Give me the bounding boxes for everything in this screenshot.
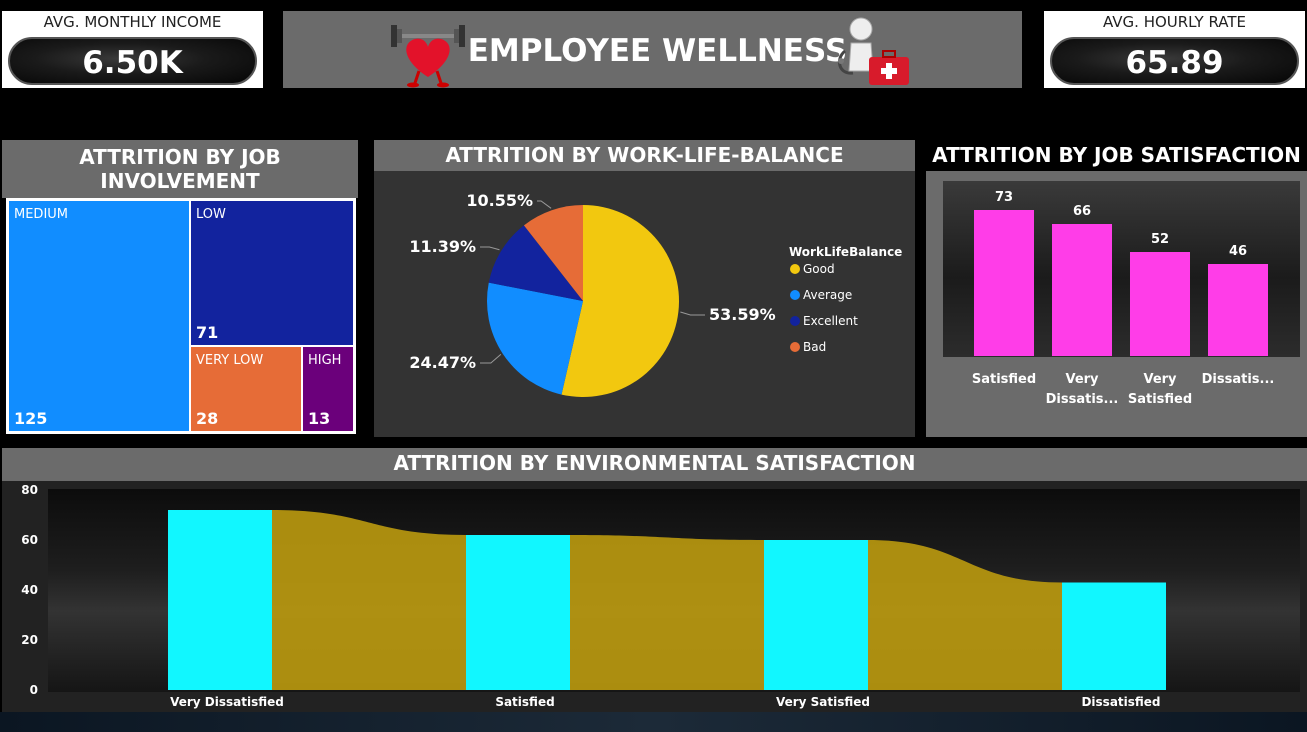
environment-bar[interactable] [168,510,272,690]
environment-satisfaction-title: ATTRITION BY ENVIRONMENTAL SATISFACTION [2,448,1307,481]
treemap-cell-low-label: LOW [196,207,226,222]
environment-y-tick-label: 20 [21,633,38,647]
treemap-cell-very-low[interactable]: VERY LOW 28 [191,347,301,431]
avg-hourly-rate-value: 65.89 [1125,45,1224,81]
treemap-cell-medium[interactable]: MEDIUM 125 [9,201,189,431]
treemap-cell-very-low-value: 28 [196,409,219,428]
environment-y-tick-label: 60 [21,533,38,547]
pie-slice-excellent[interactable] [488,225,583,301]
treemap-cell-low[interactable]: LOW 71 [191,201,353,345]
job-involvement-title: ATTRITION BY JOB INVOLVEMENT [2,140,358,198]
treemap-cell-medium-value: 125 [14,409,48,428]
environment-y-tick-label: 80 [21,483,38,497]
pie-leader-line [680,311,705,316]
job-satisfaction-title-text: ATTRITION BY JOB SATISFACTION [932,143,1301,167]
job-satisfaction-category-label: Very Dissatis... [1046,372,1119,407]
job-satisfaction-bar-value: 73 [995,190,1013,205]
environment-y-tick-label: 40 [21,583,38,597]
pie-data-label: 11.39% [409,237,476,256]
treemap-cell-low-value: 71 [196,323,219,342]
environment-category-label: Satisfied [495,695,554,709]
environment-category-label: Very Dissatisfied [170,695,284,709]
environment-category-label: Very Satisfied [776,695,870,709]
pie-data-label: 53.59% [709,305,776,324]
pie-data-label: 10.55% [466,191,533,210]
avg-hourly-rate-pill [1050,37,1299,85]
pie-leader-line [480,246,500,251]
job-satisfaction-category-label: Dissatis... [1202,372,1275,387]
environment-bar[interactable] [1062,582,1166,691]
legend-marker [790,316,800,326]
job-satisfaction-bar[interactable] [1052,224,1112,356]
doctor-kit-icon [837,17,909,85]
legend-marker [790,264,800,274]
legend-marker [790,342,800,352]
pie-leader-line [537,200,552,209]
treemap-cell-high-label: HIGH [308,353,342,368]
legend-marker [790,290,800,300]
environment-y-tick-label: 0 [30,683,38,697]
avg-hourly-rate-label: AVG. HOURLY RATE [1102,13,1247,31]
work-life-balance-title: ATTRITION BY WORK-LIFE-BALANCE [374,140,915,171]
avg-hourly-rate-card: AVG. HOURLY RATE 65.89 [1044,11,1305,88]
pie-legend-title: WorkLifeBalance [789,245,902,259]
legend-item-bad[interactable]: Bad [803,340,826,354]
environment-bar[interactable] [764,540,868,690]
legend-item-average[interactable]: Average [803,288,852,302]
job-satisfaction-bar[interactable] [1208,264,1268,356]
environment-ribbon [868,540,1062,690]
treemap-cell-medium-label: MEDIUM [14,207,69,222]
environment-category-label: Dissatisfied [1081,695,1160,709]
environment-ribbon [272,510,466,690]
job-involvement-treemap[interactable]: MEDIUM 125 LOW 71 VERY LOW 28 HIGH 13 [6,198,356,434]
job-satisfaction-category-label: Very Satisfied [1128,372,1192,407]
environment-ribbon [570,535,764,690]
work-life-balance-panel: 53.59% 24.47% 11.39% 10.55% WorkLifeBalance G… [374,171,915,437]
work-life-balance-title-text: ATTRITION BY WORK-LIFE-BALANCE [445,143,844,167]
job-involvement-title-text: ATTRITION BY JOB INVOLVEMENT [79,145,281,193]
job-satisfaction-bar-value: 52 [1151,232,1169,247]
environment-footer-strip [0,712,1307,732]
environment-bar[interactable] [466,535,570,690]
dashboard-title: EMPLOYEE WELLNESS [467,33,848,69]
pie-leader-line [480,354,502,364]
treemap-cell-high[interactable]: HIGH 13 [303,347,353,431]
job-satisfaction-bar-chart[interactable]: 73 Satisfied 66 Very Dissatis... 52 Very Satisf… [926,171,1307,437]
treemap-cell-very-low-label: VERY LOW [196,353,264,368]
avg-monthly-income-card: AVG. MONTHLY INCOME 6.50K [2,11,263,88]
heart-dumbbell-icon [391,25,465,88]
avg-monthly-income-value: 6.50K [82,45,183,81]
job-satisfaction-title: ATTRITION BY JOB SATISFACTION [926,140,1307,171]
title-banner: EMPLOYEE WELLNESS [283,11,1022,88]
job-satisfaction-bar[interactable] [974,210,1034,356]
environment-satisfaction-title-text: ATTRITION BY ENVIRONMENTAL SATISFACTION [393,451,916,475]
job-satisfaction-bar-value: 66 [1073,204,1091,219]
job-satisfaction-bar[interactable] [1130,252,1190,356]
treemap-cell-high-value: 13 [308,409,331,428]
pie-slice-bad[interactable] [523,205,583,301]
pie-slice-average[interactable] [487,282,583,395]
job-satisfaction-bar-value: 46 [1229,244,1247,259]
pie-data-label: 24.47% [409,353,476,372]
avg-monthly-income-label: AVG. MONTHLY INCOME [43,13,222,31]
pie-slice-good[interactable] [561,205,679,397]
work-life-balance-pie-chart[interactable]: 53.59% 24.47% 11.39% 10.55% WorkLifeBalance G… [374,171,915,437]
job-satisfaction-category-label: Satisfied [972,372,1036,387]
legend-item-excellent[interactable]: Excellent [803,314,858,328]
avg-monthly-income-pill [8,37,257,85]
legend-item-good[interactable]: Good [803,262,835,276]
